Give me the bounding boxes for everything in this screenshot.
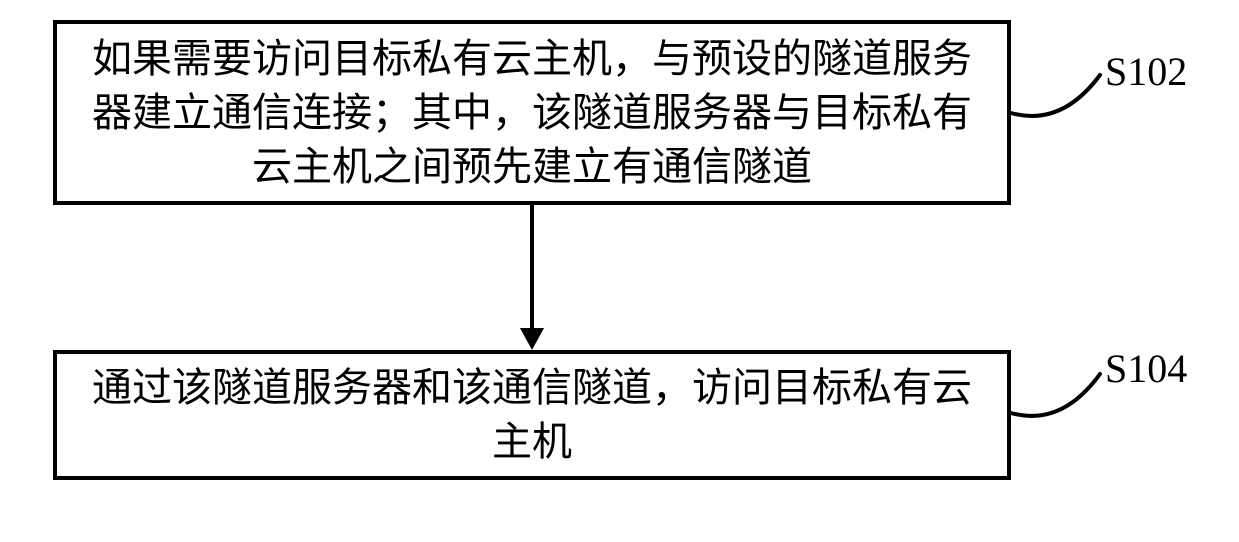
- diagram-canvas: 如果需要访问目标私有云主机，与预设的隧道服务器建立通信连接；其中，该隧道服务器与…: [0, 0, 1239, 542]
- flow-node-s102: 如果需要访问目标私有云主机，与预设的隧道服务器建立通信连接；其中，该隧道服务器与…: [53, 20, 1011, 205]
- step-label-s104: S104: [1105, 345, 1187, 392]
- connector-s104: [1011, 374, 1108, 421]
- flow-node-s104-text: 通过该隧道服务器和该通信隧道，访问目标私有云主机: [81, 361, 983, 469]
- step-label-s102-text: S102: [1105, 49, 1187, 94]
- step-label-s102: S102: [1105, 48, 1187, 95]
- flow-edge-s102-s104-arrowhead: [520, 328, 544, 353]
- flow-node-s102-text: 如果需要访问目标私有云主机，与预设的隧道服务器建立通信连接；其中，该隧道服务器与…: [81, 32, 983, 194]
- connector-s102: [1011, 75, 1108, 121]
- flow-edge-s102-s104-line: [530, 205, 534, 328]
- step-label-s104-text: S104: [1105, 346, 1187, 391]
- flow-node-s104: 通过该隧道服务器和该通信隧道，访问目标私有云主机: [53, 350, 1011, 480]
